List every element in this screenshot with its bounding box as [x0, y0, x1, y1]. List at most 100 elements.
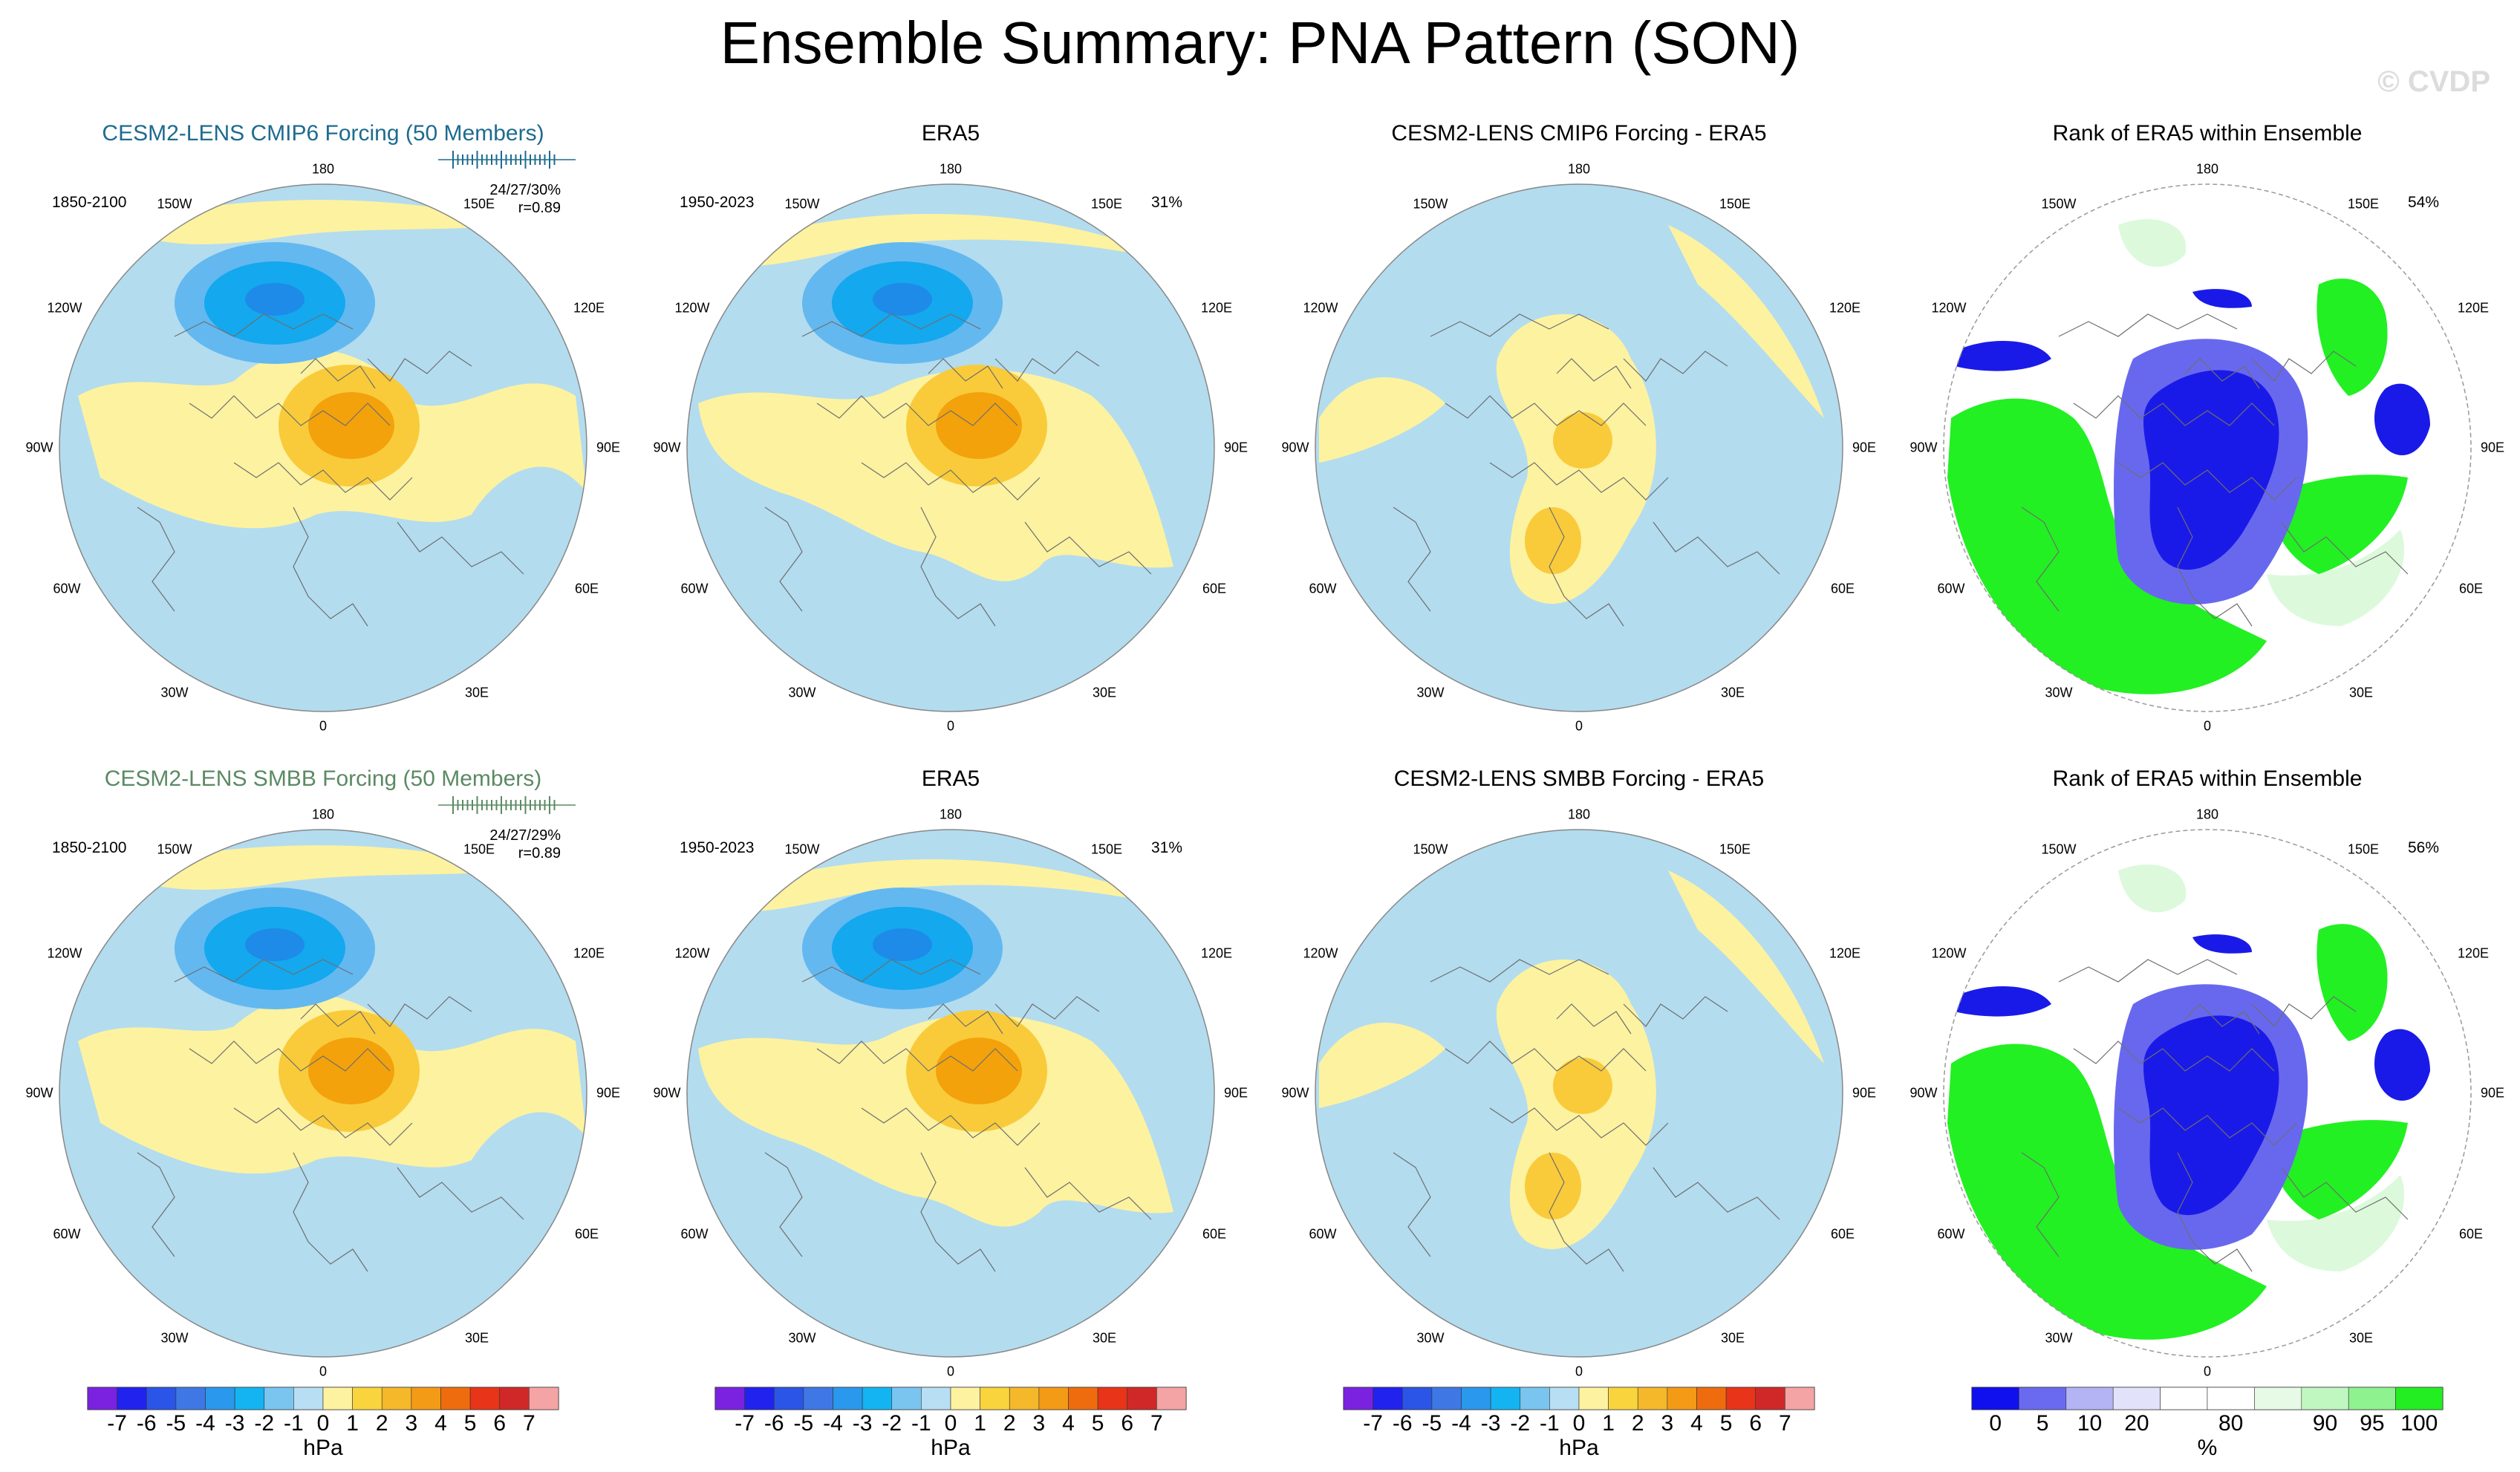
positive-region: [1319, 377, 1445, 463]
longitude-label: 120E: [1829, 300, 1861, 316]
colorbar-unit: hPa: [303, 1436, 343, 1460]
longitude-label: 180: [939, 161, 963, 177]
colorbar-tick-label: 5: [463, 1411, 477, 1436]
anomaly-contour: [936, 392, 1022, 459]
longitude-label: 90W: [1281, 1085, 1309, 1101]
longitude-label: 150E: [2347, 196, 2380, 212]
colorbar-tick-label: -7: [1363, 1411, 1383, 1436]
longitude-label: 30E: [2348, 685, 2374, 700]
colorbar-swatch: [714, 1387, 745, 1410]
longitude-label: 30W: [1416, 685, 1445, 700]
colorbar-tick-label: 7: [1779, 1411, 1791, 1436]
coastline: [816, 395, 1018, 426]
colorbar-swatch: [2348, 1387, 2396, 1410]
longitude-label: 150E: [1090, 841, 1123, 857]
longitude-label: 120W: [1931, 945, 1967, 961]
colorbar-swatch: [773, 1387, 804, 1410]
longitude-label: 30W: [788, 1330, 816, 1346]
coastline: [2281, 1167, 2409, 1220]
longitude-label: 30E: [1092, 1330, 1117, 1346]
colorbar-tick-label: -6: [136, 1411, 157, 1436]
obs2-pattern: [687, 830, 1214, 1357]
colorbar-swatch: [440, 1387, 471, 1410]
longitude-label: 120W: [47, 945, 82, 961]
colorbar-swatch: [1785, 1387, 1815, 1410]
model1-pattern: [59, 184, 587, 711]
model2-pattern: [59, 830, 587, 1357]
colorbar-tick-label: 10: [2077, 1411, 2103, 1436]
colorbar-swatch: [1520, 1387, 1550, 1410]
year-range: 1950-2023: [680, 194, 755, 211]
stat-correlation: r=0.89: [518, 200, 561, 216]
longitude-label: 120E: [573, 300, 605, 316]
longitude-label: 90E: [1852, 1085, 1877, 1101]
longitude-label: 30E: [464, 1330, 489, 1346]
colorbar-swatch: [980, 1387, 1010, 1410]
coastline: [1623, 996, 1728, 1027]
longitude-label: 30E: [1720, 685, 1745, 700]
colorbar-unit: hPa: [1559, 1436, 1599, 1460]
longitude-label: 90E: [1223, 440, 1248, 455]
longitude-label: 150W: [2041, 196, 2077, 212]
rank-region-low: [2143, 1015, 2279, 1216]
colorbar-tick-label: 0: [316, 1411, 330, 1436]
anomaly-contour: [936, 1038, 1022, 1104]
longitude-label: 120W: [1303, 300, 1338, 316]
longitude-label: 90E: [2480, 440, 2505, 455]
year-range: 1850-2100: [52, 839, 127, 856]
percent-variance: 31%: [1151, 839, 1183, 856]
rank-region-high: [2316, 279, 2388, 396]
longitude-label: 120E: [1200, 945, 1233, 961]
rank-region-85-95: [2267, 530, 2405, 626]
map-border: [686, 183, 1215, 712]
longitude-label: 30E: [1720, 1330, 1745, 1346]
rank-region-low: [1955, 986, 2051, 1017]
colorbar-swatch: [1373, 1387, 1403, 1410]
rank-region-high: [1947, 1043, 2267, 1340]
rank-region-high: [2273, 1120, 2408, 1219]
colorbar-unit: %: [2197, 1436, 2218, 1460]
longitude-label: 60W: [680, 1226, 709, 1242]
colorbar-tick-label: 2: [375, 1411, 388, 1436]
colorbar-tick-label: -1: [911, 1411, 931, 1436]
longitude-label: 120E: [573, 945, 605, 961]
longitude-label: 60W: [53, 1226, 81, 1242]
coastline: [2251, 996, 2357, 1027]
longitude-label: 60E: [1830, 1226, 1855, 1242]
rank1-pattern: [1944, 184, 2471, 711]
coastline: [397, 521, 524, 575]
coastline: [174, 313, 354, 337]
colorbar-swatch: [2160, 1387, 2208, 1410]
coastline: [994, 996, 1100, 1027]
longitude-label: 150E: [1719, 196, 1751, 212]
coastline: [2117, 1107, 2297, 1146]
coastline: [2184, 358, 2260, 389]
rank-region-low: [1955, 341, 2051, 371]
colorbar-swatch: [2301, 1387, 2349, 1410]
colorbar-swatch: [205, 1387, 235, 1410]
colorbar-swatch: [117, 1387, 147, 1410]
colorbar-tick-label: 7: [523, 1411, 535, 1436]
coastline: [1445, 1041, 1647, 1072]
anomaly-contour: [873, 283, 932, 316]
colorbar-tick-label: -6: [764, 1411, 784, 1436]
colorbar-swatch: [803, 1387, 833, 1410]
colorbar-swatch: [1097, 1387, 1128, 1410]
watermark: © CVDP: [2377, 65, 2490, 98]
longitude-label: 90W: [25, 1085, 53, 1101]
longitude-label: 30W: [2045, 1330, 2073, 1346]
longitude-label: 120W: [1303, 945, 1338, 961]
longitude-label: 120W: [674, 945, 710, 961]
longitude-label: 90W: [1281, 440, 1309, 455]
colorbar-tick-label: 5: [2036, 1411, 2049, 1436]
anomaly-contour: [308, 1038, 394, 1104]
colorbar-swatch: [1667, 1387, 1697, 1410]
longitude-label: 150E: [2347, 841, 2380, 857]
longitude-label: 0: [946, 1364, 955, 1379]
colorbar-swatch: [921, 1387, 951, 1410]
anomaly-contour: [245, 283, 305, 316]
coastline: [1445, 395, 1647, 426]
obs1-pattern: [687, 184, 1214, 711]
colorbar-tick-label: 7: [1150, 1411, 1163, 1436]
